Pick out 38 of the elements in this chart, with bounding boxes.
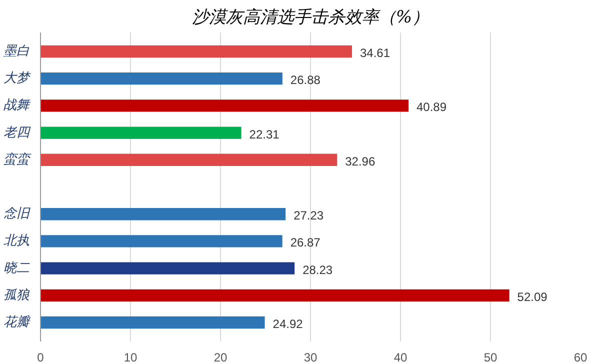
- bar: [40, 100, 409, 112]
- x-tick-label: 60: [574, 350, 588, 364]
- y-tick-label: 墨白: [2, 44, 30, 59]
- y-tick-label: 花瓣: [4, 314, 32, 330]
- bar: [40, 289, 510, 302]
- data-label: 22.31: [249, 127, 280, 142]
- bar: [40, 208, 286, 220]
- bar: [40, 262, 295, 274]
- y-tick-label: 蛮蛮: [4, 151, 32, 168]
- bar: [40, 72, 282, 85]
- x-tick-label: 0: [37, 350, 44, 364]
- y-tick-label: 大梦: [4, 71, 32, 86]
- data-label: 40.89: [416, 100, 447, 114]
- data-label: 27.23: [294, 208, 324, 223]
- data-label: 28.23: [302, 262, 333, 277]
- y-tick-label: 念旧: [4, 206, 30, 222]
- data-label: 24.92: [272, 317, 304, 332]
- data-label: 34.61: [360, 46, 390, 60]
- bar: [40, 45, 352, 58]
- data-label: 32.96: [345, 154, 376, 168]
- y-tick-label: 战舞: [4, 98, 32, 114]
- y-tick-label: 老四: [4, 125, 32, 140]
- data-label: 52.09: [517, 290, 548, 304]
- y-tick-label: 孤狼: [4, 288, 30, 303]
- bar: [40, 126, 242, 139]
- x-tick-label: 50: [484, 350, 498, 364]
- bar: [40, 235, 282, 248]
- bar: [40, 316, 265, 329]
- data-label: 26.87: [290, 236, 321, 250]
- chart-title: 沙漠灰高清选手击杀效率（%）: [192, 8, 430, 28]
- x-tick-label: 20: [214, 350, 228, 364]
- data-label: 26.88: [290, 73, 321, 88]
- bar: [40, 154, 338, 166]
- x-tick-label: 30: [304, 350, 318, 364]
- x-tick-label: 10: [124, 350, 138, 364]
- x-tick-label: 40: [394, 350, 408, 364]
- y-tick-label: 晓二: [4, 260, 30, 276]
- y-tick-label: 北执: [4, 234, 30, 249]
